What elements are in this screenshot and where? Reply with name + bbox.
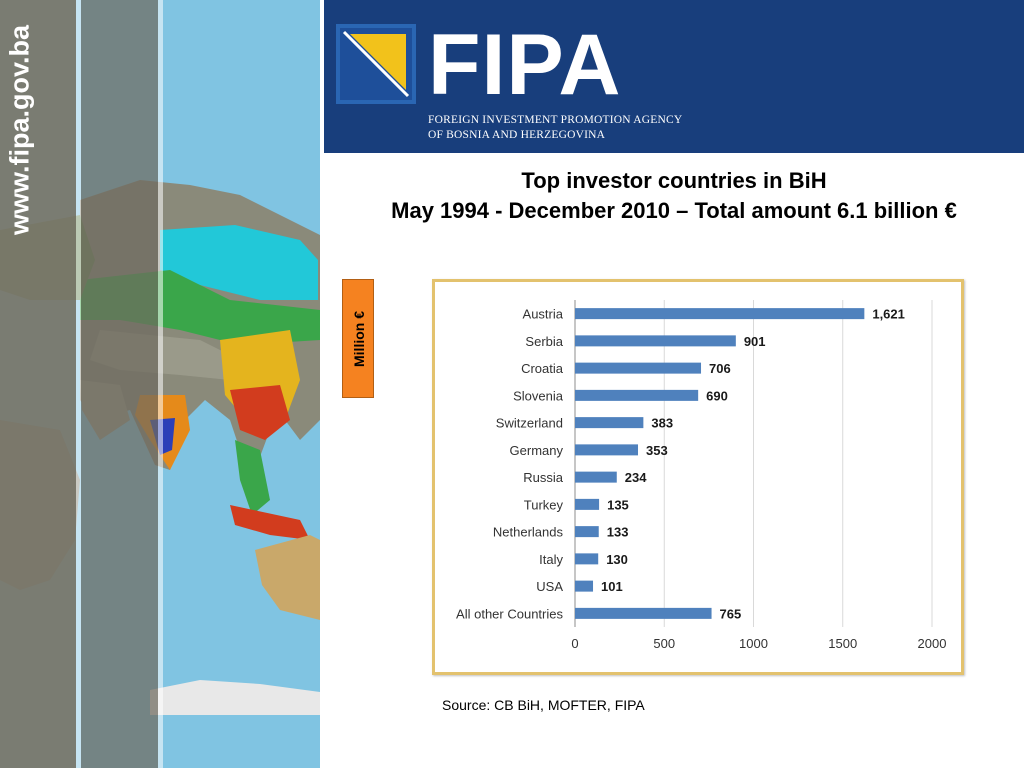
map-image	[0, 0, 320, 768]
category-label: Italy	[539, 552, 563, 567]
bar	[575, 471, 617, 483]
category-label: All other Countries	[456, 606, 563, 621]
x-tick-label: 0	[571, 636, 578, 651]
title-line-2: May 1994 - December 2010 – Total amount …	[391, 198, 957, 223]
category-label: Switzerland	[496, 416, 563, 431]
x-tick-label: 2000	[918, 636, 947, 651]
value-label: 101	[601, 579, 623, 594]
logo-subtitle: FOREIGN INVESTMENT PROMOTION AGENCY OF B…	[428, 113, 682, 143]
bar	[575, 362, 702, 374]
bar	[575, 444, 639, 456]
unit-label-box: Million €	[342, 279, 374, 398]
value-label: 130	[606, 552, 628, 567]
value-label: 1,621	[872, 307, 905, 322]
map-china-south	[230, 385, 290, 440]
bar-chart: 0 500 1000 1500 2000 Austria 1,621 Serbia 901 Cro…	[456, 300, 947, 651]
bar	[575, 335, 736, 347]
map-siberia	[160, 225, 318, 300]
map-australia	[255, 535, 320, 620]
value-label: 135	[607, 497, 629, 512]
category-label: USA	[536, 579, 563, 594]
map-antarctica	[150, 680, 320, 715]
unit-label: Million €	[351, 311, 367, 367]
bar	[575, 389, 699, 401]
logo-subtitle-line2: OF BOSNIA AND HERZEGOVINA	[428, 129, 606, 141]
logo-wordmark: FIPA	[428, 17, 622, 113]
value-label: 353	[646, 443, 668, 458]
logo-subtitle-line1: FOREIGN INVESTMENT PROMOTION AGENCY	[428, 114, 683, 126]
value-label: 133	[607, 525, 629, 540]
category-label: Germany	[510, 443, 564, 458]
site-url[interactable]: www.fipa.gov.ba	[4, 24, 35, 236]
panel-divider	[320, 0, 324, 768]
bar	[575, 417, 644, 429]
value-label: 706	[709, 361, 731, 376]
bar	[575, 580, 594, 592]
x-tick-label: 1000	[739, 636, 768, 651]
bar	[575, 553, 599, 565]
category-label: Croatia	[521, 361, 564, 376]
category-label: Turkey	[524, 497, 564, 512]
fipa-logo-icon	[336, 24, 416, 104]
bar	[575, 498, 600, 510]
title-line-1: Top investor countries in BiH	[521, 168, 827, 193]
value-label: 690	[706, 388, 728, 403]
category-label: Serbia	[525, 334, 563, 349]
category-label: Austria	[523, 307, 564, 322]
map-indonesia	[230, 505, 310, 540]
x-tick-label: 1500	[828, 636, 857, 651]
bar	[575, 526, 599, 538]
category-label: Netherlands	[493, 525, 564, 540]
map-se-asia	[235, 440, 270, 515]
bar	[575, 607, 712, 619]
category-label: Russia	[523, 470, 564, 485]
source-note: Source: CB BiH, MOFTER, FIPA	[442, 697, 645, 713]
chart-frame: 0 500 1000 1500 2000 Austria 1,621 Serbia 901 Cro…	[432, 279, 964, 675]
value-label: 901	[744, 334, 766, 349]
map-strip-middle	[81, 0, 158, 768]
bar	[575, 308, 865, 320]
value-label: 765	[720, 606, 742, 621]
value-label: 234	[625, 470, 647, 485]
header-banner: FIPA FOREIGN INVESTMENT PROMOTION AGENCY…	[324, 0, 1024, 153]
value-label: 383	[651, 416, 673, 431]
world-map-background: www.fipa.gov.ba	[0, 0, 320, 768]
x-tick-label: 500	[653, 636, 675, 651]
page-title: Top investor countries in BiH May 1994 -…	[324, 166, 1024, 226]
map-strip-left	[0, 0, 76, 768]
category-label: Slovenia	[513, 388, 564, 403]
